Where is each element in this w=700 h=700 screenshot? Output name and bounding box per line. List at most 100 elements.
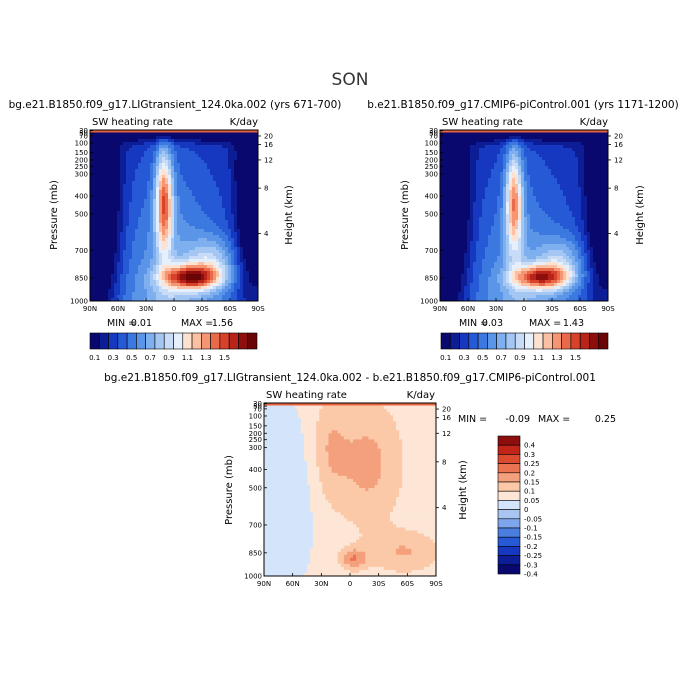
field-cell [255, 253, 258, 257]
field-cell [458, 292, 462, 296]
field-cell [231, 160, 235, 164]
field-cell [132, 268, 136, 272]
field-cell [482, 199, 486, 203]
field-cell [162, 235, 166, 239]
field-cell [153, 250, 157, 254]
field-cell [93, 187, 97, 191]
y-tick-label: 1000 [70, 298, 88, 306]
field-cell [186, 190, 190, 194]
field-cell [129, 184, 133, 188]
field-cell [506, 259, 510, 263]
field-cell [461, 226, 465, 230]
field-cell [485, 184, 489, 188]
field-cell [219, 211, 223, 215]
field-cell [210, 214, 214, 218]
field-cell [518, 199, 522, 203]
field-cell [183, 223, 187, 227]
field-cell [521, 214, 525, 218]
field-cell [527, 280, 531, 284]
field-cell [171, 223, 175, 227]
field-cell [219, 277, 223, 281]
field-cell [243, 274, 247, 278]
field-cell [150, 133, 154, 137]
field-cell [497, 166, 501, 170]
field-cell [479, 190, 483, 194]
field-cell [195, 178, 199, 182]
field-cell [219, 160, 223, 164]
field-cell [135, 271, 139, 275]
field-cell [246, 286, 250, 290]
field-cell [165, 253, 169, 257]
field-cell [485, 292, 489, 296]
field-cell [135, 163, 139, 167]
field-cell [117, 226, 121, 230]
field-cell [222, 136, 226, 140]
field-cell [461, 241, 465, 245]
field-cell [99, 223, 103, 227]
colorbar-box [238, 332, 249, 350]
field-cell [255, 238, 258, 242]
field-cell [102, 184, 106, 188]
field-cell [171, 145, 175, 149]
field-cell [458, 139, 462, 143]
field-cell [494, 217, 498, 221]
field-cell [108, 274, 112, 278]
field-cell [246, 271, 250, 275]
field-cell [479, 154, 483, 158]
field-cell [443, 292, 447, 296]
field-cell [210, 283, 214, 287]
field-cell [470, 250, 474, 254]
field-cell [114, 187, 118, 191]
field-cell [521, 193, 525, 197]
field-cell [147, 241, 151, 245]
field-cell [162, 163, 166, 167]
field-cell [93, 232, 97, 236]
field-cell [234, 232, 238, 236]
field-cell [147, 280, 151, 284]
field-cell [186, 184, 190, 188]
field-cell [222, 142, 226, 146]
field-cell [246, 253, 250, 257]
field-cell [141, 175, 145, 179]
field-cell [512, 214, 516, 218]
field-cell [494, 226, 498, 230]
field-cell [192, 172, 196, 176]
field-cell [473, 163, 477, 167]
field-cell [443, 295, 447, 299]
field-cell [500, 283, 504, 287]
field-cell [168, 265, 172, 269]
field-cell [204, 229, 208, 233]
field-cell [102, 262, 106, 266]
field-cell [470, 157, 474, 161]
colorbar-box [247, 332, 258, 350]
field-cell [521, 199, 525, 203]
field-cell [452, 238, 456, 242]
field-cell [482, 289, 486, 293]
field-cell [108, 160, 112, 164]
field-cell [135, 241, 139, 245]
field-cell [183, 139, 187, 143]
field-cell [204, 220, 208, 224]
field-cell [129, 211, 133, 215]
field-cell [168, 280, 172, 284]
field-cell [177, 241, 181, 245]
field-cell [183, 193, 187, 197]
field-cell [246, 238, 250, 242]
field-cell [108, 178, 112, 182]
field-cell [213, 220, 217, 224]
field-cell [135, 277, 139, 281]
field-cell [153, 166, 157, 170]
field-cell [452, 298, 456, 301]
field-cell [207, 184, 211, 188]
field-cell [449, 277, 453, 281]
field-cell [213, 139, 217, 143]
field-cell [482, 238, 486, 242]
field-cell [132, 289, 136, 293]
field-cell [99, 280, 103, 284]
field-cell [162, 223, 166, 227]
field-cell [195, 175, 199, 179]
field-cell [195, 166, 199, 170]
field-cell [249, 250, 253, 254]
field-cell [174, 280, 178, 284]
field-cell [216, 256, 220, 260]
